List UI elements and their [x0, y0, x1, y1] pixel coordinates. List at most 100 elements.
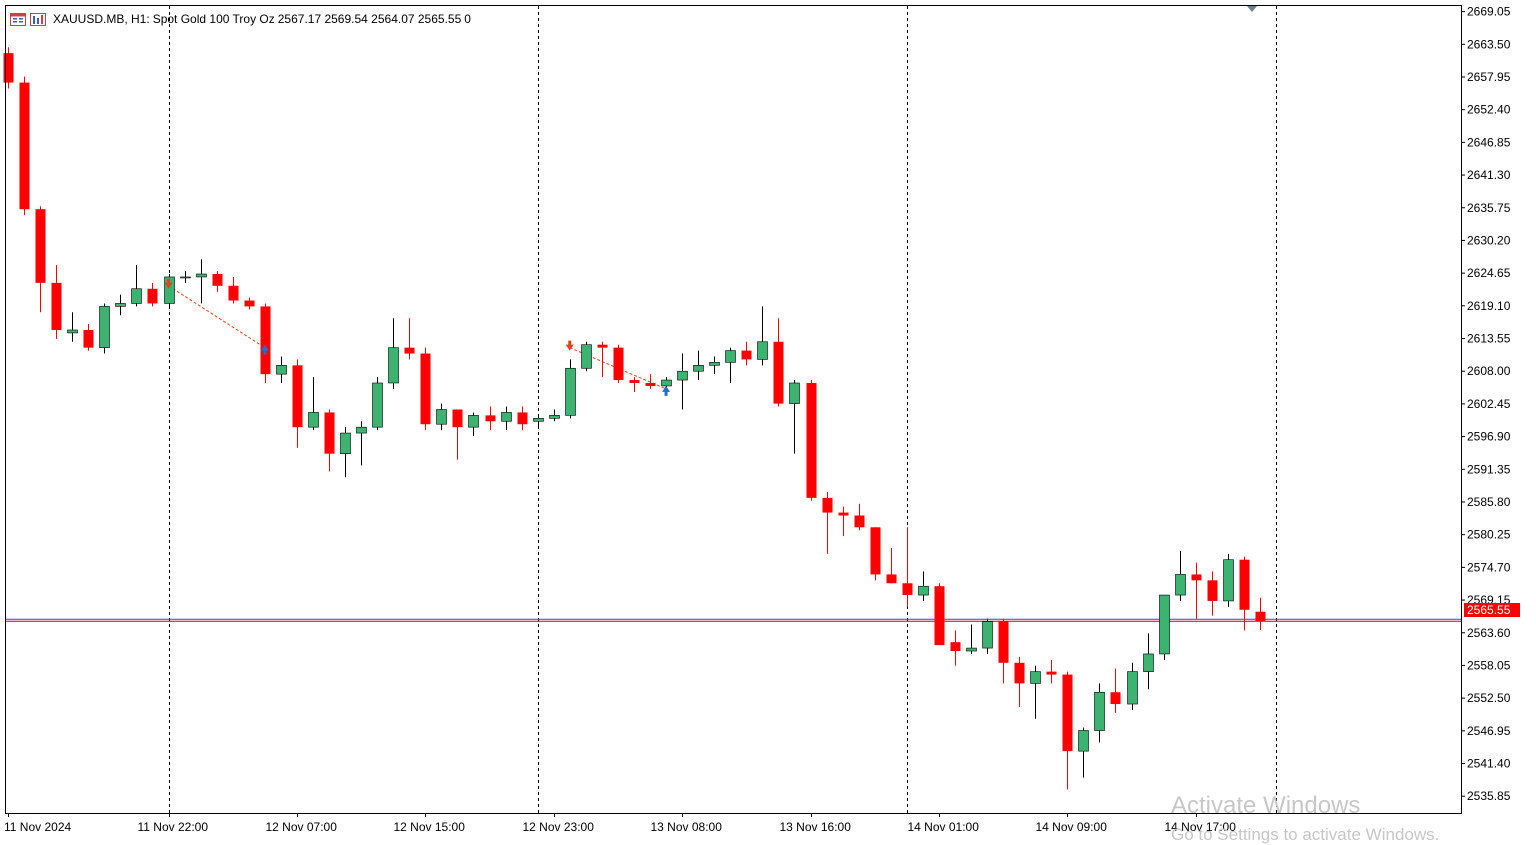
- bear-candle[interactable]: [934, 583, 945, 646]
- bull-candle[interactable]: [196, 259, 207, 304]
- indicators-icon[interactable]: [30, 12, 46, 26]
- bull-candle[interactable]: [1175, 550, 1186, 601]
- bull-candle[interactable]: [1143, 633, 1154, 690]
- bear-candle[interactable]: [902, 527, 913, 607]
- bull-candle[interactable]: [1127, 662, 1138, 710]
- bear-candle[interactable]: [83, 324, 94, 351]
- bear-candle[interactable]: [741, 341, 752, 366]
- sell-arrow-icon[interactable]: [164, 278, 173, 289]
- bear-candle[interactable]: [629, 377, 640, 392]
- bear-candle[interactable]: [404, 318, 415, 360]
- bear-candle[interactable]: [51, 265, 62, 339]
- bull-candle[interactable]: [180, 271, 191, 283]
- bull-candle[interactable]: [982, 618, 993, 654]
- bear-candle[interactable]: [244, 297, 255, 310]
- bull-candle[interactable]: [99, 303, 110, 354]
- bull-candle[interactable]: [501, 406, 512, 431]
- trade-markers[interactable]: [164, 278, 671, 396]
- candles[interactable]: [3, 47, 1266, 790]
- sell-arrow-icon[interactable]: [565, 340, 574, 351]
- bull-candle[interactable]: [1223, 553, 1234, 607]
- candle-body: [1078, 730, 1089, 752]
- buy-arrow-icon[interactable]: [662, 385, 671, 396]
- bull-candle[interactable]: [677, 353, 688, 410]
- bull-candle[interactable]: [372, 377, 383, 431]
- bear-candle[interactable]: [1110, 668, 1121, 713]
- bear-candle[interactable]: [147, 282, 158, 307]
- bull-candle[interactable]: [966, 624, 977, 654]
- bear-candle[interactable]: [292, 359, 303, 448]
- bear-candle[interactable]: [870, 527, 881, 581]
- bear-candle[interactable]: [854, 503, 865, 531]
- candle-body: [452, 409, 463, 428]
- bear-candle[interactable]: [420, 347, 431, 431]
- price-tick-label: 2535.85: [1467, 789, 1511, 803]
- bull-candle[interactable]: [436, 403, 447, 431]
- bear-candle[interactable]: [517, 406, 528, 431]
- bear-candle[interactable]: [822, 491, 833, 554]
- shift-marker-icon[interactable]: [1247, 6, 1257, 12]
- time-tick-label: 14 Nov 01:00: [908, 820, 980, 834]
- bull-candle[interactable]: [340, 427, 351, 478]
- bull-candle[interactable]: [276, 356, 287, 383]
- bear-candle[interactable]: [1207, 571, 1218, 616]
- bull-candle[interactable]: [693, 350, 704, 381]
- bull-candle[interactable]: [356, 421, 367, 466]
- bear-candle[interactable]: [998, 618, 1009, 684]
- candle-body: [83, 329, 94, 348]
- bear-candle[interactable]: [1046, 659, 1057, 684]
- time-tick-label: 13 Nov 08:00: [651, 820, 723, 834]
- bear-candle[interactable]: [1255, 597, 1266, 630]
- bear-candle[interactable]: [613, 344, 624, 383]
- bear-candle[interactable]: [838, 506, 849, 537]
- candle-body: [1046, 671, 1057, 675]
- bull-candle[interactable]: [388, 318, 399, 389]
- bear-candle[interactable]: [324, 409, 335, 472]
- bull-candle[interactable]: [581, 341, 592, 372]
- bear-candle[interactable]: [485, 406, 496, 431]
- bear-candle[interactable]: [19, 76, 30, 216]
- period-separators: [169, 6, 1277, 813]
- bull-candle[interactable]: [565, 359, 576, 419]
- bear-candle[interactable]: [773, 318, 784, 407]
- bull-candle[interactable]: [725, 347, 736, 383]
- bear-candle[interactable]: [645, 374, 656, 389]
- buy-arrow-icon[interactable]: [260, 344, 269, 355]
- candle-body: [741, 350, 752, 360]
- bull-candle[interactable]: [67, 312, 78, 342]
- candle-body: [549, 415, 560, 419]
- bull-candle[interactable]: [789, 380, 800, 454]
- bull-candle[interactable]: [709, 356, 720, 375]
- price-tick-label: 2541.40: [1467, 757, 1511, 771]
- bear-candle[interactable]: [950, 630, 961, 666]
- bear-candle[interactable]: [886, 547, 897, 584]
- bull-candle[interactable]: [131, 265, 142, 307]
- bear-candle[interactable]: [806, 380, 817, 501]
- bear-candle[interactable]: [1191, 562, 1202, 619]
- bear-candle[interactable]: [212, 271, 223, 292]
- bear-candle[interactable]: [597, 341, 608, 378]
- bear-candle[interactable]: [3, 47, 14, 89]
- bear-candle[interactable]: [35, 206, 46, 313]
- time-axis[interactable]: 11 Nov 2024 11 Nov 22:00 12 Nov 07:00 12 No…: [4, 813, 1236, 834]
- bull-candle[interactable]: [468, 412, 479, 437]
- bull-candle[interactable]: [918, 571, 929, 601]
- bull-candle[interactable]: [115, 294, 126, 316]
- bull-candle[interactable]: [1094, 683, 1105, 743]
- bull-candle[interactable]: [1078, 727, 1089, 778]
- bear-candle[interactable]: [1239, 556, 1250, 631]
- bull-candle[interactable]: [1159, 594, 1170, 660]
- bull-candle[interactable]: [757, 306, 768, 366]
- bull-candle[interactable]: [308, 377, 319, 431]
- bear-candle[interactable]: [452, 409, 463, 460]
- bull-candle[interactable]: [549, 409, 560, 422]
- bull-candle[interactable]: [1030, 665, 1041, 719]
- bear-candle[interactable]: [260, 303, 271, 383]
- bull-candle[interactable]: [533, 415, 544, 428]
- bear-candle[interactable]: [228, 276, 239, 304]
- bear-candle[interactable]: [1014, 656, 1025, 707]
- chart-window-icon[interactable]: [10, 12, 26, 26]
- candle-body: [982, 621, 993, 649]
- bear-candle[interactable]: [1062, 671, 1073, 790]
